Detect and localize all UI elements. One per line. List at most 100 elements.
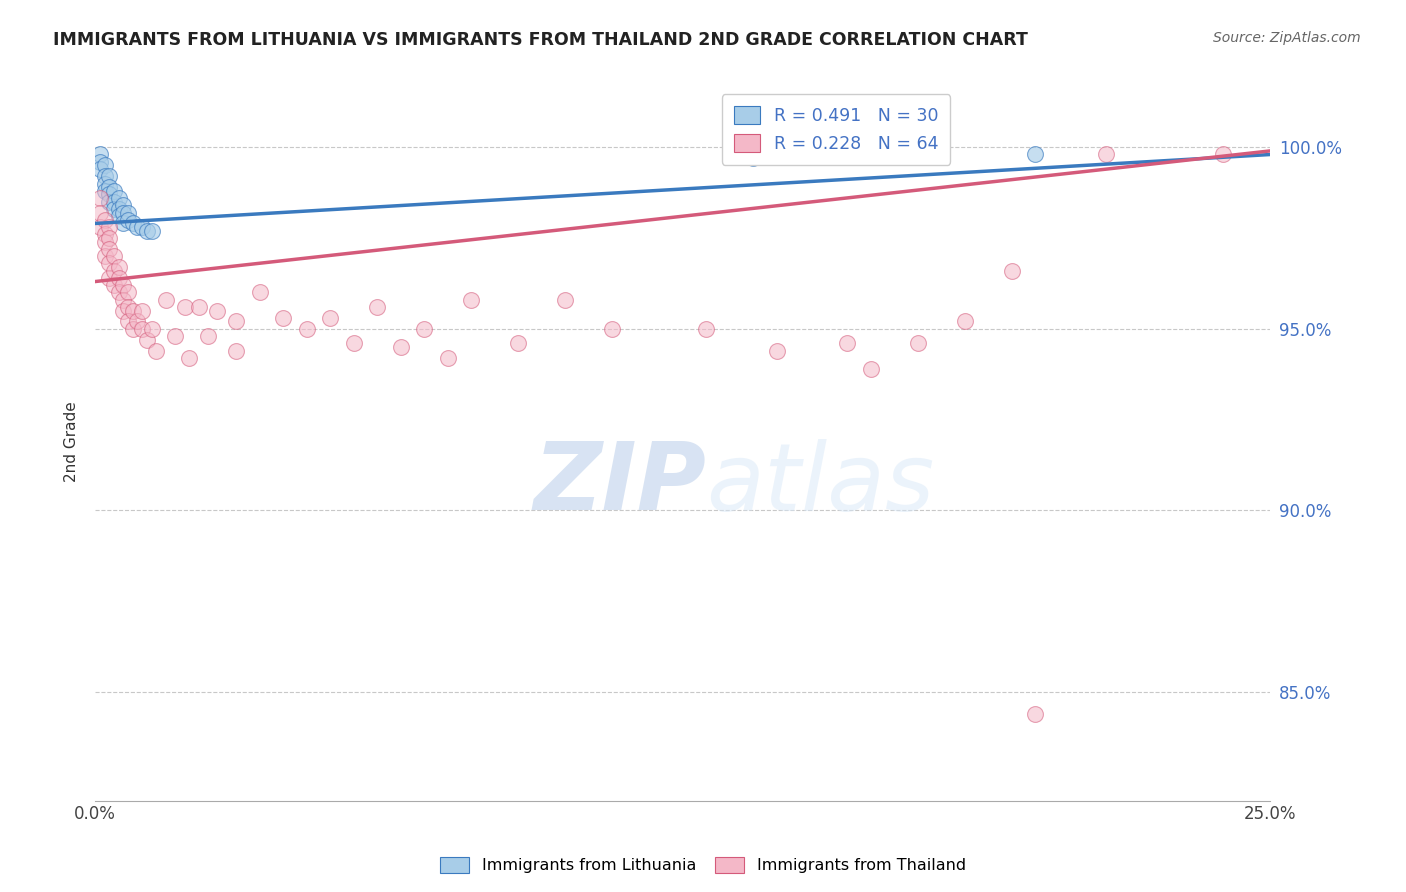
Point [89,161,111,176]
Point [121,303,143,318]
Point [98,194,121,209]
Text: atlas: atlas [706,439,935,530]
Point [93,227,115,242]
Point [1095,147,1118,161]
Point [295,322,318,336]
Point [89,191,111,205]
Point [112,198,135,212]
Point [121,322,143,336]
Point [103,249,125,263]
Point [187,300,209,314]
Point [107,271,129,285]
Point [953,314,976,328]
Point [179,351,201,365]
Point [98,180,121,194]
Point [93,212,115,227]
Point [173,300,195,314]
Point [460,293,482,307]
Point [103,184,125,198]
Point [107,202,129,216]
Point [93,177,115,191]
Point [93,158,115,172]
Point [98,231,121,245]
Point [155,293,177,307]
Point [695,322,717,336]
Point [93,184,115,198]
Point [766,343,789,358]
Point [98,242,121,256]
Point [117,300,139,314]
Point [271,310,294,325]
Point [89,205,111,219]
Point [117,205,139,219]
Point [127,220,149,235]
Point [508,336,530,351]
Point [366,300,388,314]
Point [107,209,129,223]
Point [319,310,342,325]
Point [135,224,157,238]
Point [197,329,219,343]
Point [145,343,167,358]
Point [1024,706,1046,721]
Point [837,336,859,351]
Point [89,154,111,169]
Point [859,361,882,376]
Point [103,278,125,293]
Point [343,336,366,351]
Point [98,220,121,235]
Point [107,285,129,300]
Point [93,249,115,263]
Point [225,314,247,328]
Point [249,285,271,300]
Point [107,191,129,205]
Point [98,169,121,184]
Point [1212,147,1234,161]
Y-axis label: 2nd Grade: 2nd Grade [65,401,79,482]
Point [907,336,929,351]
Point [103,194,125,209]
Point [117,212,139,227]
Point [112,205,135,219]
Point [141,322,163,336]
Point [742,151,765,165]
Point [165,329,187,343]
Point [131,303,153,318]
Point [117,314,139,328]
Point [107,260,129,274]
Legend: R = 0.491   N = 30, R = 0.228   N = 64: R = 0.491 N = 30, R = 0.228 N = 64 [721,95,950,165]
Point [207,303,229,318]
Point [98,187,121,202]
Point [127,314,149,328]
Point [225,343,247,358]
Point [135,333,157,347]
Point [131,220,153,235]
Point [103,263,125,277]
Point [1024,147,1046,161]
Point [117,285,139,300]
Point [89,147,111,161]
Point [112,303,135,318]
Text: Source: ZipAtlas.com: Source: ZipAtlas.com [1213,31,1361,45]
Point [131,322,153,336]
Point [98,271,121,285]
Point [389,340,412,354]
Point [554,293,576,307]
Point [413,322,436,336]
Point [89,220,111,235]
Legend: Immigrants from Lithuania, Immigrants from Thailand: Immigrants from Lithuania, Immigrants fr… [433,850,973,880]
Point [436,351,458,365]
Point [121,217,143,231]
Text: ZIP: ZIP [533,438,706,531]
Point [141,224,163,238]
Point [93,169,115,184]
Point [112,217,135,231]
Point [103,202,125,216]
Point [600,322,623,336]
Point [1001,263,1024,277]
Point [98,256,121,270]
Point [93,235,115,249]
Point [112,293,135,307]
Text: IMMIGRANTS FROM LITHUANIA VS IMMIGRANTS FROM THAILAND 2ND GRADE CORRELATION CHAR: IMMIGRANTS FROM LITHUANIA VS IMMIGRANTS … [53,31,1028,49]
Point [112,278,135,293]
